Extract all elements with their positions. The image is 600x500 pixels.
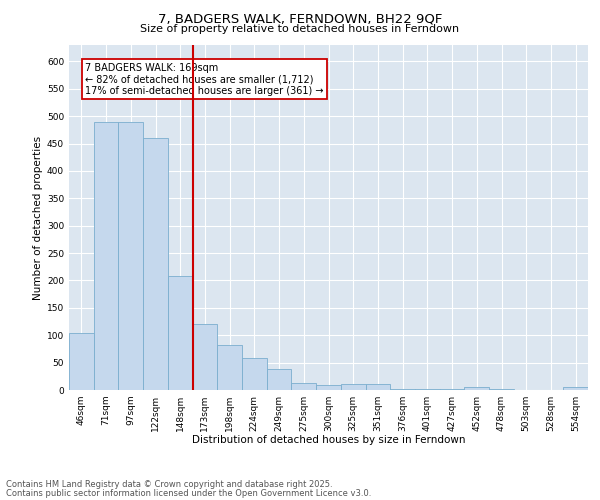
Bar	[193, 324, 217, 390]
Bar	[316, 384, 341, 390]
Bar	[563, 388, 588, 390]
Bar	[341, 384, 365, 390]
Text: Contains public sector information licensed under the Open Government Licence v3: Contains public sector information licen…	[6, 488, 371, 498]
Text: Contains HM Land Registry data © Crown copyright and database right 2025.: Contains HM Land Registry data © Crown c…	[6, 480, 332, 489]
Bar	[267, 369, 292, 390]
Bar	[217, 345, 242, 390]
Bar	[242, 358, 267, 390]
Text: Size of property relative to detached houses in Ferndown: Size of property relative to detached ho…	[140, 24, 460, 34]
Bar	[69, 332, 94, 390]
Y-axis label: Number of detached properties: Number of detached properties	[33, 136, 43, 300]
Text: 7 BADGERS WALK: 169sqm
← 82% of detached houses are smaller (1,712)
17% of semi-: 7 BADGERS WALK: 169sqm ← 82% of detached…	[85, 62, 323, 96]
Bar	[94, 122, 118, 390]
Bar	[118, 122, 143, 390]
Text: 7, BADGERS WALK, FERNDOWN, BH22 9QF: 7, BADGERS WALK, FERNDOWN, BH22 9QF	[158, 12, 442, 26]
Bar	[365, 384, 390, 390]
Bar	[464, 388, 489, 390]
Bar	[168, 276, 193, 390]
X-axis label: Distribution of detached houses by size in Ferndown: Distribution of detached houses by size …	[192, 436, 465, 446]
Bar	[143, 138, 168, 390]
Bar	[292, 383, 316, 390]
Bar	[390, 389, 415, 390]
